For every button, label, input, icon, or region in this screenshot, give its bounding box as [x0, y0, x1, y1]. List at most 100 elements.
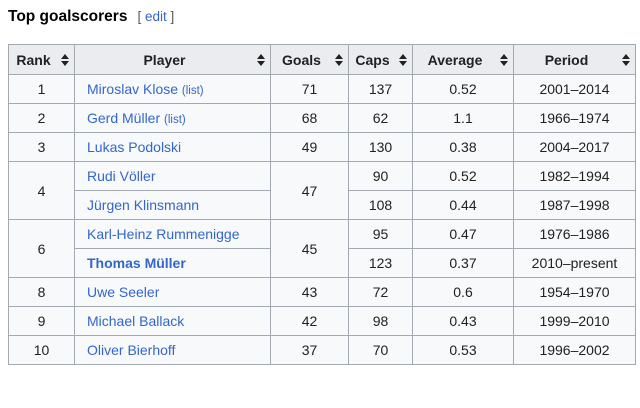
- sort-icon: [335, 53, 343, 66]
- period-cell: 1999–2010: [513, 306, 636, 336]
- average-cell: 0.47: [412, 219, 514, 249]
- caps-cell: 123: [348, 248, 413, 278]
- column-label: Player: [143, 51, 186, 68]
- player-link[interactable]: Rudi Völler: [87, 168, 156, 184]
- period-cell: 1982–1994: [513, 161, 636, 191]
- player-cell: Uwe Seeler: [74, 277, 271, 307]
- period-cell: 1996–2002: [513, 335, 636, 365]
- average-cell: 1.1: [412, 103, 514, 133]
- player-link[interactable]: Lukas Podolski: [87, 139, 182, 155]
- sort-icon: [61, 53, 69, 66]
- rank-cell: 1: [8, 74, 75, 104]
- column-header-caps[interactable]: Caps: [348, 44, 413, 75]
- period-cell: 2004–2017: [513, 132, 636, 162]
- player-cell: Karl-Heinz Rummenigge: [74, 219, 271, 249]
- average-cell: 0.53: [412, 335, 514, 365]
- average-cell: 0.37: [412, 248, 514, 278]
- average-cell: 0.44: [412, 190, 514, 220]
- player-cell: Gerd Müller (list): [74, 103, 271, 133]
- rank-cell: 6: [8, 219, 75, 278]
- top-goalscorers-table: Rank Player Goals Caps Average Period 1 …: [8, 44, 636, 365]
- player-cell: Jürgen Klinsmann: [74, 190, 271, 220]
- table-row: 4 Rudi Völler 47 90 0.52 1982–1994: [8, 161, 636, 220]
- average-cell: 0.38: [412, 132, 514, 162]
- column-label: Period: [544, 51, 589, 68]
- header-row: Rank Player Goals Caps Average Period: [8, 44, 636, 75]
- sort-icon: [257, 53, 265, 66]
- rank-cell: 9: [8, 306, 75, 336]
- caps-cell: 72: [348, 277, 413, 307]
- caps-cell: 62: [348, 103, 413, 133]
- player-link[interactable]: Miroslav Klose: [87, 81, 179, 97]
- goals-cell: 37: [270, 335, 349, 365]
- table-row: Thomas Müller 123 0.37 2010–present: [9, 248, 636, 278]
- average-cell: 0.6: [412, 277, 514, 307]
- period-cell: 1976–1986: [513, 219, 636, 249]
- goals-cell: 71: [270, 74, 349, 104]
- player-cell: Oliver Bierhoff: [74, 335, 271, 365]
- column-header-goals[interactable]: Goals: [270, 44, 349, 75]
- table-row: 1 Miroslav Klose (list) 71 137 0.52 2001…: [8, 74, 636, 104]
- caps-cell: 130: [348, 132, 413, 162]
- player-link[interactable]: Karl-Heinz Rummenigge: [87, 226, 240, 242]
- goals-cell: 43: [270, 277, 349, 307]
- goals-cell: 47: [270, 161, 349, 220]
- sort-icon: [500, 53, 508, 66]
- player-link[interactable]: Thomas Müller: [87, 255, 186, 271]
- edit-link[interactable]: edit: [144, 9, 167, 24]
- caps-cell: 95: [348, 219, 413, 249]
- list-link[interactable]: (list): [164, 114, 186, 126]
- player-link[interactable]: Jürgen Klinsmann: [87, 197, 200, 213]
- table-row: 3 Lukas Podolski 49 130 0.38 2004–2017: [8, 132, 636, 162]
- column-label: Average: [427, 51, 483, 68]
- period-cell: 2001–2014: [513, 74, 636, 104]
- column-label: Goals: [282, 51, 321, 68]
- player-link[interactable]: Oliver Bierhoff: [87, 342, 176, 358]
- goals-cell: 68: [270, 103, 349, 133]
- average-cell: 0.52: [412, 161, 514, 191]
- caps-cell: 98: [348, 306, 413, 336]
- player-cell: Rudi Völler: [74, 161, 271, 191]
- period-cell: 1966–1974: [513, 103, 636, 133]
- period-cell: 1954–1970: [513, 277, 636, 307]
- rank-cell: 3: [8, 132, 75, 162]
- period-cell: 2010–present: [513, 248, 636, 278]
- rank-cell: 4: [8, 161, 75, 220]
- player-cell: Michael Ballack: [74, 306, 271, 336]
- goals-cell: 45: [270, 219, 349, 278]
- table-row: Jürgen Klinsmann 108 0.44 1987–1998: [9, 190, 636, 220]
- table-row: 6 Karl-Heinz Rummenigge 45 95 0.47 1976–…: [8, 219, 636, 278]
- player-link[interactable]: Michael Ballack: [87, 313, 185, 329]
- sort-icon: [622, 53, 630, 66]
- column-header-rank[interactable]: Rank: [8, 44, 75, 75]
- table-row: 8 Uwe Seeler 43 72 0.6 1954–1970: [8, 277, 636, 307]
- player-link[interactable]: Uwe Seeler: [87, 284, 160, 300]
- table-row: 9 Michael Ballack 42 98 0.43 1999–2010: [8, 306, 636, 336]
- period-cell: 1987–1998: [513, 190, 636, 220]
- column-label: Caps: [355, 51, 390, 68]
- list-link[interactable]: (list): [181, 85, 204, 97]
- player-cell: Thomas Müller: [74, 248, 271, 278]
- table-row: 10 Oliver Bierhoff 37 70 0.53 1996–2002: [8, 335, 636, 365]
- rank-cell: 8: [8, 277, 75, 307]
- caps-cell: 70: [348, 335, 413, 365]
- rank-cell: 2: [8, 103, 75, 133]
- average-cell: 0.52: [412, 74, 514, 104]
- caps-cell: 90: [348, 161, 413, 191]
- column-header-period[interactable]: Period: [513, 44, 636, 75]
- edit-close-bracket: ]: [166, 9, 175, 24]
- goals-cell: 42: [270, 306, 349, 336]
- player-cell: Miroslav Klose (list): [74, 74, 271, 104]
- caps-cell: 137: [348, 74, 413, 104]
- column-header-average[interactable]: Average: [412, 44, 514, 75]
- sort-icon: [399, 53, 407, 66]
- section-title: Top goalscorers: [8, 8, 128, 25]
- player-link[interactable]: Gerd Müller: [87, 110, 161, 126]
- column-label: Rank: [16, 51, 51, 68]
- caps-cell: 108: [348, 190, 413, 220]
- section-heading: Top goalscorers [ edit ]: [8, 8, 640, 26]
- table-row: 2 Gerd Müller (list) 68 62 1.1 1966–1974: [8, 103, 636, 133]
- goals-cell: 49: [270, 132, 349, 162]
- column-header-player[interactable]: Player: [74, 44, 271, 75]
- rank-cell: 10: [8, 335, 75, 365]
